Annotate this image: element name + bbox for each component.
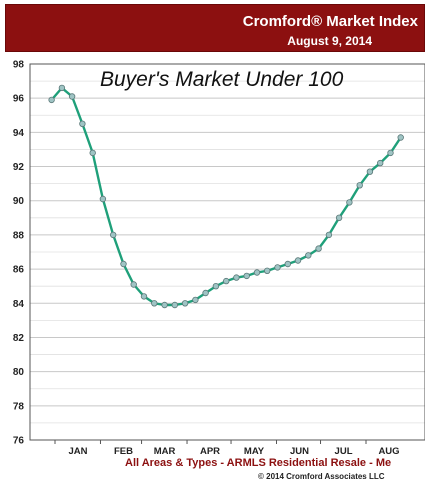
y-tick-label: 94 [13, 128, 25, 139]
data-point [140, 293, 148, 300]
data-point [294, 257, 302, 264]
data-point [181, 300, 189, 307]
data-point [120, 260, 127, 268]
data-point [151, 300, 158, 307]
plot-border [29, 63, 425, 441]
data-point [315, 245, 322, 252]
y-tick-label: 84 [13, 299, 25, 310]
copyright-text: © 2014 Cromford Associates LLC [258, 472, 385, 481]
data-point [161, 301, 168, 309]
chart-subtitle: All Areas & Types - ARMLS Residential Re… [125, 457, 392, 469]
y-tick-label: 80 [13, 367, 25, 378]
data-point [356, 182, 363, 189]
x-tick-label: JUL [335, 446, 353, 457]
x-tick-label: AUG [378, 446, 399, 457]
data-point [253, 269, 261, 276]
y-tick-label: 96 [13, 94, 25, 105]
chart-annotation: Buyer's Market Under 100 [100, 68, 344, 91]
data-point [325, 231, 333, 239]
data-point [243, 272, 250, 280]
data-point [284, 260, 291, 268]
x-tick-label: MAY [244, 446, 265, 457]
y-tick-label: 82 [13, 333, 25, 344]
y-tick-label: 88 [13, 230, 25, 241]
data-point [387, 149, 394, 157]
data-point [274, 264, 281, 271]
data-point [305, 252, 312, 259]
data-point [335, 214, 343, 221]
y-tick-label: 86 [13, 265, 25, 276]
data-point [346, 199, 353, 206]
x-tick-label: JUN [290, 446, 309, 457]
y-tick-label: 92 [13, 162, 25, 173]
chart-header-banner: Cromford® Market Index August 9, 2014 [5, 4, 425, 52]
data-point [264, 267, 271, 274]
data-point [212, 283, 220, 290]
y-tick-label: 90 [13, 196, 25, 207]
data-point [79, 120, 86, 127]
x-tick-label: JAN [68, 446, 87, 457]
data-point [99, 195, 107, 203]
data-point [171, 301, 178, 309]
data-point [58, 84, 66, 92]
x-tick-label: FEB [114, 446, 133, 457]
data-point [89, 149, 96, 157]
data-point [366, 168, 374, 175]
data-point [192, 296, 199, 304]
data-point [222, 277, 230, 285]
x-tick-label: MAR [154, 446, 176, 457]
data-point [68, 93, 76, 100]
data-point [48, 96, 55, 104]
data-point [130, 281, 137, 288]
data-point [233, 274, 240, 281]
data-point [202, 289, 209, 297]
chart-title: Cromford® Market Index [242, 13, 418, 30]
data-point [109, 231, 117, 239]
x-tick-label: APR [200, 446, 220, 457]
y-tick-label: 76 [13, 436, 25, 447]
data-point [377, 159, 384, 167]
y-tick-label: 98 [13, 60, 25, 71]
y-tick-label: 78 [13, 401, 25, 412]
data-point [397, 134, 404, 141]
chart-date: August 9, 2014 [287, 34, 372, 48]
